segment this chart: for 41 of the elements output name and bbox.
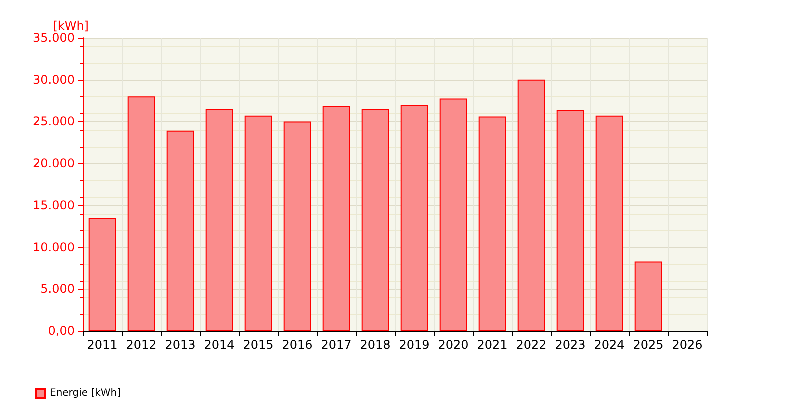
x-tick-label: 2017 [321, 338, 352, 352]
x-tick-label: 2025 [633, 338, 664, 352]
x-tick-label: 2018 [360, 338, 391, 352]
y-tick-label: 30.000 [33, 72, 75, 87]
bar [518, 80, 546, 331]
legend-label: Energie [kWh] [50, 388, 122, 399]
bar [362, 109, 390, 331]
x-tick-label: 2026 [672, 338, 703, 352]
x-tick-label: 2020 [438, 338, 469, 352]
y-tick-label: 15.000 [33, 198, 75, 212]
x-tick-label: 2014 [204, 338, 235, 352]
x-tick-label: 2019 [399, 338, 430, 352]
bar [634, 262, 662, 331]
bar [166, 130, 194, 331]
x-tick-label: 2022 [516, 338, 547, 352]
bar [596, 116, 624, 331]
x-tick-label: 2016 [282, 338, 313, 352]
bar [88, 218, 116, 331]
bar [556, 110, 584, 331]
y-tick-label: 5.000 [40, 282, 75, 296]
y-tick-label: 25.000 [33, 114, 75, 129]
x-tick-label: 2023 [555, 338, 586, 352]
x-tick-label: 2015 [243, 338, 274, 352]
x-tick-label: 2013 [165, 338, 196, 352]
bar [244, 116, 272, 331]
y-axis-title: [kWh] [53, 19, 89, 33]
y-tick-label: 35.000 [33, 31, 75, 45]
bar [478, 116, 506, 331]
x-tick-label: 2021 [477, 338, 508, 352]
bar [284, 122, 312, 331]
y-tick-label: 20.000 [33, 156, 75, 171]
x-tick-label: 2011 [87, 338, 118, 352]
x-tick-label: 2012 [126, 338, 157, 352]
bar [440, 98, 468, 331]
y-tick-label: 10.000 [33, 240, 75, 254]
bar [400, 105, 428, 331]
y-tick-label: 0,00 [48, 324, 75, 338]
x-tick-label: 2024 [594, 338, 625, 352]
bar [206, 109, 234, 331]
bar [128, 96, 156, 331]
bar [322, 106, 350, 331]
